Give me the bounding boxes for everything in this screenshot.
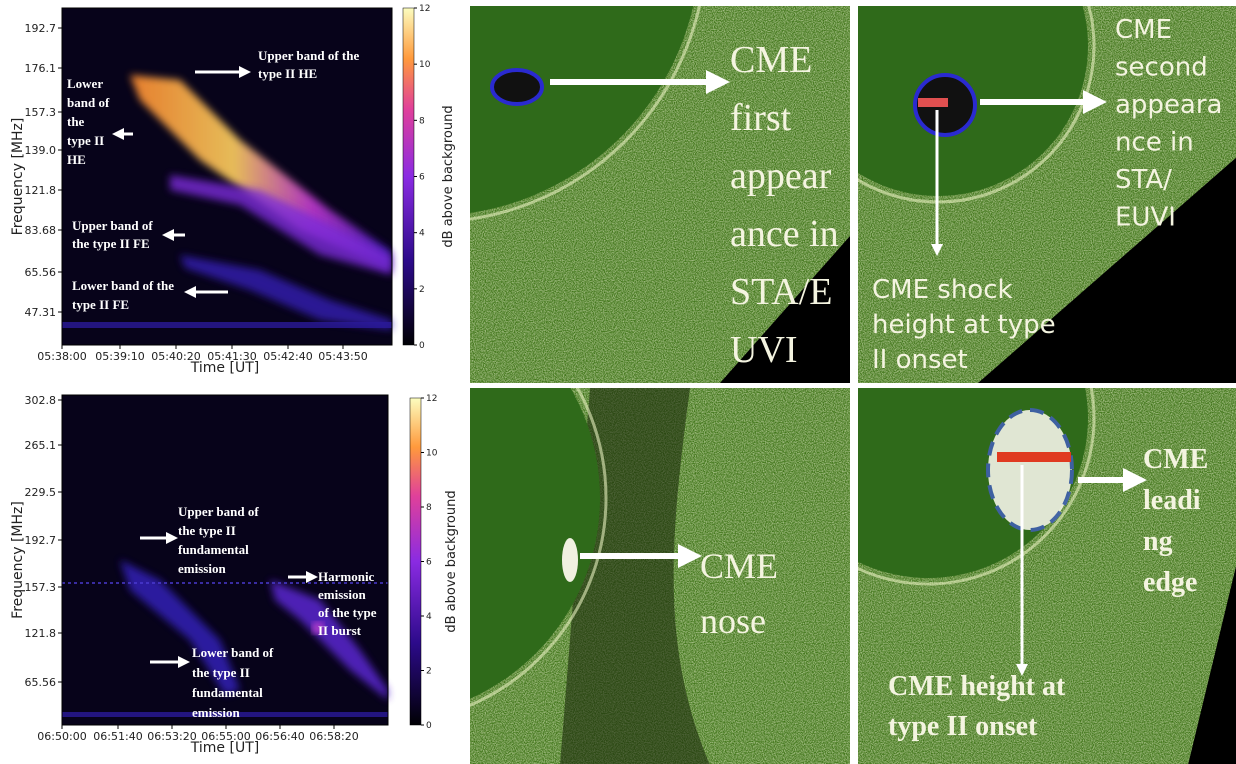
cme-nose — [562, 538, 578, 582]
y-tick-label: 229.5 — [25, 486, 57, 499]
image-annotation: first — [730, 97, 792, 139]
x-tick-label: 05:39:10 — [95, 350, 144, 363]
annotation: Upper band of the — [258, 48, 359, 63]
figure: 192.7 176.1 157.3 139.0 121.8 83.68 65.56 47.31… — [0, 0, 1236, 764]
annotation: emission — [178, 561, 226, 576]
colorbar-tick-label: 12 — [419, 4, 430, 14]
image-annotation: CME — [730, 39, 812, 81]
image-annotation: EUVI — [1115, 203, 1176, 233]
annotation: Lower band of the — [72, 278, 174, 293]
image-annotation: CME height at — [888, 671, 1066, 702]
y-tick-label: 139.0 — [25, 144, 57, 157]
image-annotation: ng — [1143, 526, 1173, 557]
colorbar-tick-label: 10 — [419, 60, 431, 70]
annotation: Harmonic — [318, 569, 375, 584]
annotation: Upper band of — [178, 504, 259, 519]
annotation: the type II — [178, 523, 236, 538]
image-annotation: STA/ — [1115, 165, 1172, 195]
x-axis-label: Time [UT] — [190, 360, 259, 376]
annotation: emission — [318, 587, 366, 602]
colorbar-label: dB above background — [444, 490, 459, 632]
x-tick-label: 06:51:40 — [93, 730, 142, 743]
x-tick-label: 05:42:40 — [263, 350, 312, 363]
annotation: the — [67, 114, 85, 129]
y-axis-label: Frequency [MHz] — [10, 118, 26, 236]
height-bar — [997, 452, 1071, 462]
y-tick-label: 121.8 — [25, 184, 57, 197]
annotation: emission — [192, 705, 240, 720]
y-tick-label: 192.7 — [25, 534, 57, 547]
image-annotation: STA/E — [730, 271, 833, 313]
y-tick-label: 265.1 — [25, 439, 57, 452]
colorbar-tick-label: 2 — [426, 667, 432, 677]
x-tick-label: 06:50:00 — [37, 730, 86, 743]
y-tick-label: 121.8 — [25, 627, 57, 640]
y-tick-label: 176.1 — [25, 62, 57, 75]
colorbar — [403, 8, 414, 345]
image-annotation: nose — [700, 601, 766, 641]
x-tick-label: 06:56:40 — [255, 730, 304, 743]
colorbar-tick-label: 10 — [426, 449, 438, 459]
colorbar-tick-label: 0 — [419, 341, 425, 351]
y-tick-label: 302.8 — [25, 394, 57, 407]
colorbar-tick-label: 2 — [419, 285, 425, 295]
colorbar-label: dB above background — [441, 105, 456, 247]
image-annotation: II onset — [872, 345, 968, 375]
x-tick-label: 05:43:50 — [318, 350, 367, 363]
x-tick-label: 06:58:20 — [309, 730, 358, 743]
colorbar-tick-label: 4 — [419, 229, 425, 239]
colorbar — [410, 398, 421, 725]
annotation: Lower band of — [192, 645, 274, 660]
image-annotation: height at type — [872, 310, 1056, 340]
x-tick-label: 05:38:00 — [37, 350, 86, 363]
image-annotation: type II onset — [888, 711, 1038, 742]
image-annotation: nce in — [1115, 128, 1194, 158]
image-annotation: leadi — [1143, 485, 1201, 516]
colorbar-tick-label: 6 — [426, 558, 432, 568]
colorbar-tick-label: 8 — [419, 116, 425, 126]
colorbar-tick-label: 12 — [426, 394, 437, 404]
annotation: the type II — [192, 665, 250, 680]
annotation: HE — [67, 152, 86, 167]
annotation: of the type — [318, 605, 377, 620]
image-annotation: CME — [1143, 444, 1208, 475]
annotation: Upper band of — [72, 218, 153, 233]
image-annotation: appeara — [1115, 90, 1223, 120]
colorbar-tick-label: 8 — [426, 503, 432, 513]
annotation: band of — [67, 95, 110, 110]
image-annotation: second — [1115, 53, 1208, 83]
colorbar-tick-label: 6 — [419, 173, 425, 183]
annotation: Lower — [67, 76, 103, 91]
annotation: II burst — [318, 623, 362, 638]
y-tick-label: 83.68 — [25, 224, 57, 237]
image-annotation: appear — [730, 155, 832, 197]
y-tick-label: 65.56 — [25, 266, 57, 279]
image-annotation: CME shock — [872, 275, 1013, 305]
colorbar-tick-label: 4 — [426, 612, 432, 622]
annotation: fundamental — [178, 542, 249, 557]
y-tick-label: 47.31 — [25, 306, 57, 319]
y-tick-label: 65.56 — [25, 676, 57, 689]
annotation: type II HE — [258, 66, 317, 81]
shock-height-bar — [918, 98, 948, 107]
colorbar-tick-label: 0 — [426, 721, 432, 731]
y-tick-label: 192.7 — [25, 22, 57, 35]
y-axis-label: Frequency [MHz] — [10, 501, 26, 619]
y-tick-label: 157.3 — [25, 106, 57, 119]
annotation: type II FE — [72, 297, 129, 312]
image-annotation: ance in — [730, 213, 839, 255]
image-annotation: CME — [700, 546, 778, 586]
annotation: the type II FE — [72, 236, 150, 251]
x-tick-label: 06:53:20 — [147, 730, 196, 743]
cme-front — [988, 410, 1072, 530]
image-annotation: edge — [1143, 567, 1197, 598]
emission-band — [62, 322, 392, 328]
annotation: type II — [67, 133, 104, 148]
cme-marker — [492, 70, 542, 104]
y-tick-label: 157.3 — [25, 581, 57, 594]
x-axis-label: Time [UT] — [190, 740, 259, 756]
annotation: fundamental — [192, 685, 263, 700]
image-annotation: UVI — [730, 329, 798, 371]
image-annotation: CME — [1115, 15, 1172, 45]
